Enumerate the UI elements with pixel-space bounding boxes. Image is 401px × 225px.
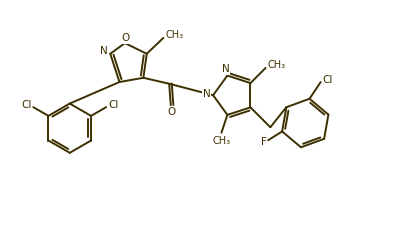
Text: Cl: Cl [21, 100, 31, 110]
Text: CH₃: CH₃ [165, 30, 183, 40]
Text: Cl: Cl [322, 75, 332, 85]
Text: N: N [221, 64, 229, 74]
Text: F: F [260, 137, 266, 147]
Text: N: N [100, 46, 107, 56]
Text: CH₃: CH₃ [212, 136, 230, 146]
Text: Cl: Cl [108, 100, 118, 110]
Text: O: O [167, 107, 175, 117]
Text: N: N [203, 89, 210, 99]
Text: O: O [121, 33, 130, 43]
Text: CH₃: CH₃ [267, 60, 285, 70]
